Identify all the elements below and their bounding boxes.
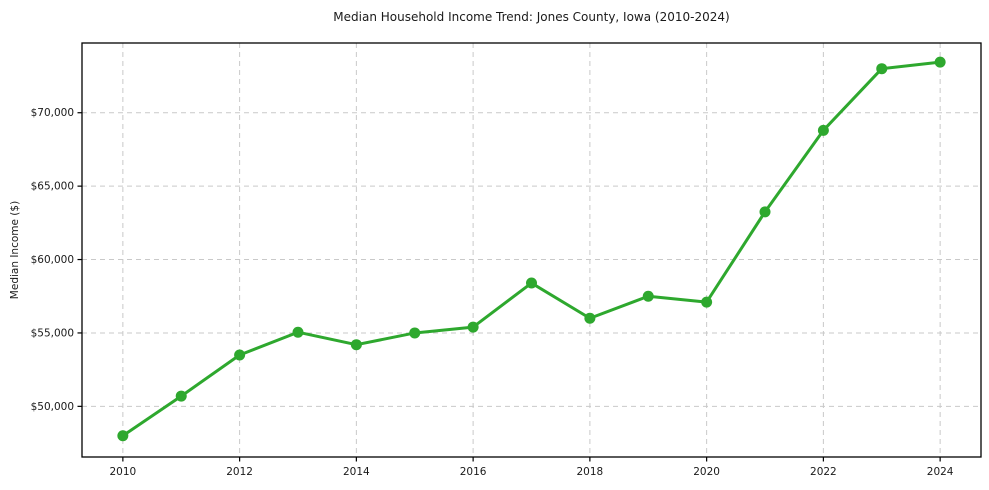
data-point-2018 (584, 312, 596, 324)
x-tick-label: 2020 (693, 466, 720, 478)
data-point-2020 (701, 296, 713, 308)
data-point-2023 (876, 63, 888, 75)
data-point-2015 (409, 327, 421, 339)
data-point-2021 (759, 206, 771, 218)
y-tick-label: $55,000 (31, 327, 74, 339)
y-tick-label: $50,000 (31, 401, 74, 413)
data-point-2012 (234, 349, 246, 361)
data-point-2011 (175, 390, 187, 402)
data-point-2013 (292, 326, 304, 338)
x-tick-label: 2016 (460, 466, 487, 478)
data-point-2014 (350, 339, 362, 351)
y-tick-label: $60,000 (31, 254, 74, 266)
data-point-2017 (526, 277, 537, 289)
data-point-2024 (934, 56, 946, 68)
y-tick-label: $65,000 (31, 181, 74, 193)
data-point-2019 (642, 290, 654, 302)
data-point-2022 (817, 124, 829, 136)
data-point-2010 (117, 430, 129, 442)
x-tick-label: 2014 (343, 466, 370, 478)
y-tick-label: $70,000 (31, 107, 74, 119)
chart-title: Median Household Income Trend: Jones Cou… (333, 10, 730, 24)
x-tick-label: 2024 (927, 466, 954, 478)
x-tick-label: 2022 (810, 466, 837, 478)
x-tick-label: 2018 (577, 466, 604, 478)
x-tick-label: 2010 (109, 466, 136, 478)
trend-line (121, 60, 942, 438)
x-tick-label: 2012 (226, 466, 253, 478)
data-point-2016 (467, 321, 479, 333)
plot-border (81, 42, 982, 458)
